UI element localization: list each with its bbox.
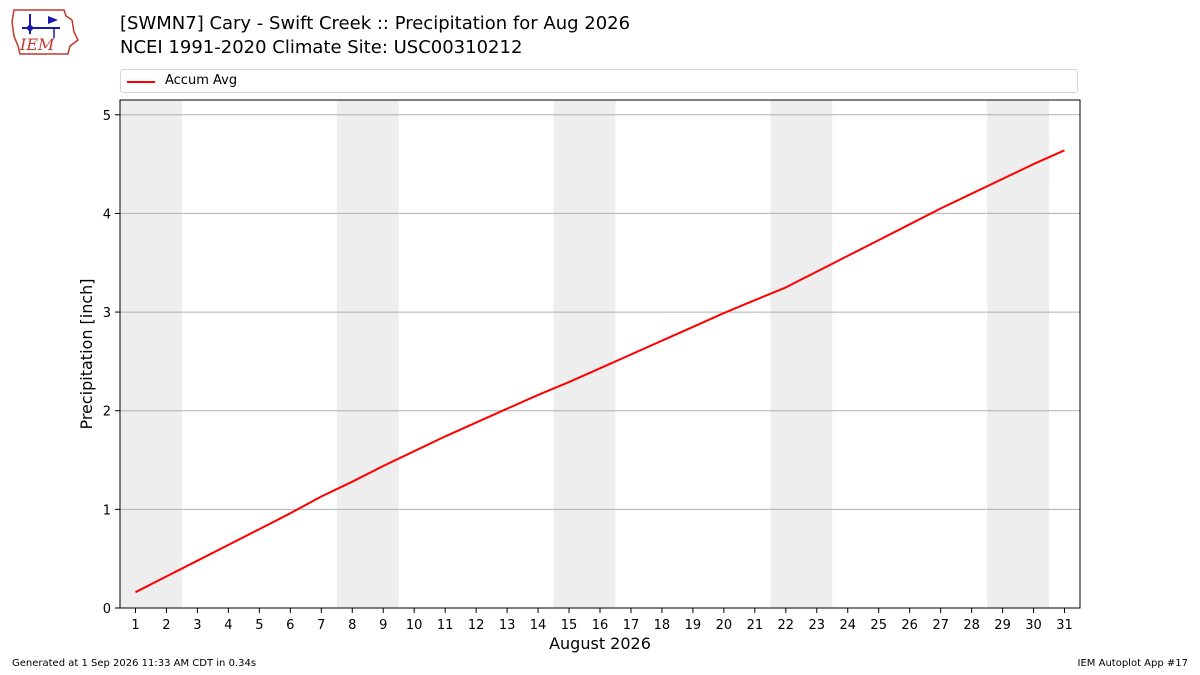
- iem-logo: IEM: [11, 9, 79, 55]
- x-tick-label-3: 3: [193, 618, 201, 633]
- y-tick-label-5: 5: [103, 109, 111, 124]
- x-tick-label-24: 24: [839, 618, 856, 633]
- x-tick-label-20: 20: [716, 618, 733, 633]
- x-tick-label-11: 11: [437, 618, 454, 633]
- y-tick-label-4: 4: [103, 207, 111, 222]
- weekend-band-1: [120, 100, 182, 608]
- x-tick-label-18: 18: [654, 618, 671, 633]
- weekend-band-3: [553, 100, 616, 608]
- x-tick-label-25: 25: [870, 618, 887, 633]
- generated-timestamp: Generated at 1 Sep 2026 11:33 AM CDT in …: [12, 658, 257, 669]
- legend-swatch-accum-avg: [127, 81, 155, 83]
- x-tick-label-6: 6: [286, 618, 294, 633]
- y-tick-label-0: 0: [103, 602, 111, 617]
- weekend-band-4: [770, 100, 833, 608]
- plot-frame: [119, 99, 1081, 609]
- legend-label-accum-avg: Accum Avg: [165, 73, 238, 88]
- x-tick-label-28: 28: [963, 618, 980, 633]
- app-label: IEM Autoplot App #17: [1077, 658, 1188, 669]
- y-tick-label-2: 2: [103, 405, 111, 420]
- x-tick-label-26: 26: [901, 618, 918, 633]
- y-tick-label-1: 1: [103, 503, 111, 518]
- x-tick-label-30: 30: [1025, 618, 1042, 633]
- x-tick-label-23: 23: [809, 618, 826, 633]
- x-tick-label-1: 1: [131, 618, 139, 633]
- x-tick-label-15: 15: [561, 618, 578, 633]
- x-tick-label-4: 4: [224, 618, 232, 633]
- y-tick-label-3: 3: [103, 306, 111, 321]
- x-axis-label: August 2026: [549, 634, 651, 653]
- x-tick-label-21: 21: [747, 618, 764, 633]
- x-tick-label-5: 5: [255, 618, 263, 633]
- x-tick-label-2: 2: [162, 618, 170, 633]
- legend: Accum Avg: [120, 69, 1078, 93]
- chart-title: [SWMN7] Cary - Swift Creek :: Precipitat…: [120, 13, 631, 34]
- x-tick-label-19: 19: [685, 618, 702, 633]
- chart-subtitle: NCEI 1991-2020 Climate Site: USC00310212: [120, 37, 523, 58]
- weekend-shading-layer: [120, 100, 1050, 608]
- x-tick-label-31: 31: [1056, 618, 1073, 633]
- x-tick-label-7: 7: [317, 618, 325, 633]
- x-tick-label-17: 17: [623, 618, 640, 633]
- x-tick-label-13: 13: [499, 618, 516, 633]
- x-tick-label-22: 22: [778, 618, 795, 633]
- x-tick-label-27: 27: [932, 618, 949, 633]
- weekend-band-5: [987, 100, 1050, 608]
- x-tick-label-9: 9: [379, 618, 387, 633]
- x-tick-label-16: 16: [592, 618, 609, 633]
- x-tick-label-8: 8: [348, 618, 356, 633]
- logo-text: IEM: [19, 35, 55, 54]
- x-tick-label-29: 29: [994, 618, 1011, 633]
- x-tick-label-14: 14: [530, 618, 547, 633]
- x-tick-label-10: 10: [406, 618, 423, 633]
- x-tick-label-12: 12: [468, 618, 485, 633]
- y-axis-label: Precipitation [inch]: [77, 278, 96, 429]
- weekend-band-2: [336, 100, 399, 608]
- series-layer: [135, 149, 1065, 594]
